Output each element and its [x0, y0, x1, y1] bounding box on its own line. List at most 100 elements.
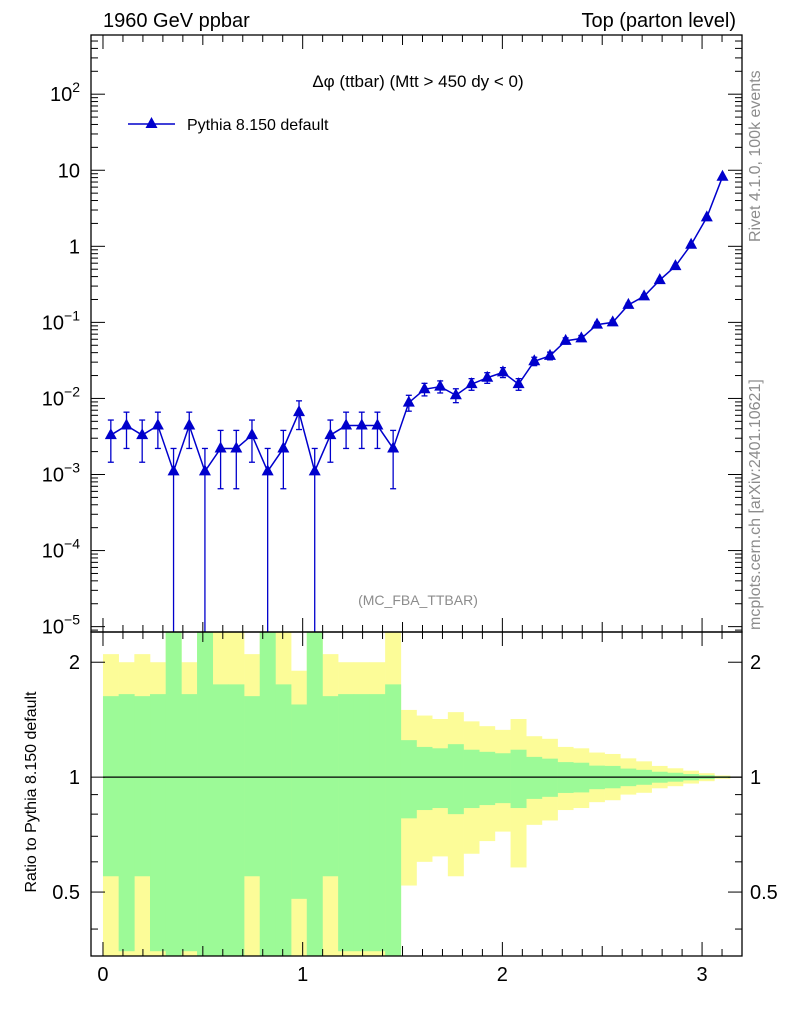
data-point: [120, 418, 133, 430]
ratio-panel: Ratio to Pythia 8.150 default: [23, 691, 40, 893]
data-point: [308, 464, 321, 476]
data-point: [559, 333, 572, 345]
data-point: [387, 441, 400, 453]
ratio-y-tick-label-right: 2: [750, 652, 761, 674]
legend-label: Pythia 8.150 default: [187, 117, 329, 134]
ratio-frame: [90, 631, 743, 957]
data-point: [136, 428, 149, 440]
data-point: [183, 418, 196, 430]
data-point: [591, 317, 604, 329]
legend: Pythia 8.150 default: [128, 117, 329, 134]
x-tick-label: 1: [297, 964, 308, 986]
green-band-bin: [165, 632, 182, 956]
data-point: [543, 348, 556, 360]
data-point: [151, 418, 164, 430]
data-point: [622, 297, 635, 309]
green-band-bin: [212, 684, 229, 956]
data-point: [340, 418, 353, 430]
data-point: [465, 377, 478, 389]
green-band-bin: [134, 696, 151, 877]
main-panel: Δφ (ttbar) (Mtt > 450 dy < 0) (MC_FBA_TT…: [128, 72, 524, 608]
green-band-bin: [102, 696, 119, 877]
green-band-bin: [494, 753, 511, 804]
y-tick-label: 10−3: [42, 460, 80, 487]
green-band-bin: [244, 696, 261, 877]
ratio-y-tick-label: 0.5: [52, 882, 80, 904]
data-point: [324, 428, 337, 440]
analysis-tag: (MC_FBA_TTBAR): [358, 592, 478, 608]
green-band-bin: [463, 749, 480, 809]
series-pythia: [104, 169, 729, 632]
data-point: [653, 273, 666, 285]
green-band-bin: [432, 748, 449, 809]
green-band-bin: [197, 632, 214, 956]
green-band-bin: [479, 751, 496, 806]
green-band-bin: [353, 694, 370, 952]
data-point: [496, 365, 509, 377]
data-point: [575, 331, 588, 343]
green-band-bin: [322, 696, 339, 877]
green-band-bin: [541, 758, 558, 797]
y-tick-label: 1: [69, 236, 80, 258]
legend-marker: [145, 117, 158, 128]
ratio-y-tick-label: 2: [69, 652, 80, 674]
data-point: [418, 382, 431, 394]
green-band-bin: [291, 704, 308, 899]
green-band-bin: [306, 632, 323, 956]
green-band-bin: [150, 694, 166, 952]
data-point: [402, 395, 415, 407]
data-point: [245, 428, 258, 440]
ratio-bands: [102, 632, 731, 956]
x-ticks: 0 1 2 3: [97, 35, 743, 986]
green-band-bin: [385, 684, 402, 956]
data-point: [104, 428, 117, 440]
green-band-bin: [416, 746, 433, 811]
mcplots-label: mcplots.cern.ch [arXiv:2401.10621]: [747, 379, 764, 630]
y-tick-label: 10−4: [42, 536, 80, 563]
data-point: [198, 464, 211, 476]
data-point: [277, 441, 290, 453]
x-tick-label: 0: [97, 964, 108, 986]
green-band-bin: [526, 756, 543, 799]
plot-title: Δφ (ttbar) (Mtt > 450 dy < 0): [312, 72, 523, 91]
green-band-bin: [510, 749, 527, 809]
rivet-label: Rivet 4.1.0, 100k events: [747, 70, 764, 242]
green-band-bin: [338, 694, 355, 952]
ratio-ylabel: Ratio to Pythia 8.150 default: [23, 691, 40, 893]
data-point: [606, 315, 619, 327]
green-band-bin: [400, 740, 417, 819]
y-tick-label: 10−1: [42, 307, 80, 334]
main-y-ticks: 102 10 1 10−1 10−2 10−3 10−4 10−5: [42, 34, 742, 639]
green-band-bin: [181, 694, 198, 952]
data-point: [528, 354, 541, 366]
y-tick-label: 10: [58, 160, 80, 182]
green-band-bin: [447, 744, 464, 815]
green-band-bin: [369, 694, 386, 952]
data-point: [669, 259, 682, 271]
data-point: [293, 405, 306, 417]
y-tick-label: 10−2: [42, 383, 80, 410]
data-point: [230, 441, 243, 453]
header-energy: 1960 GeV ppbar: [103, 10, 250, 32]
y-tick-label: 10−5: [42, 612, 80, 639]
data-point: [512, 377, 525, 389]
y-tick-label: 102: [50, 79, 80, 106]
green-band-bin: [118, 694, 135, 952]
green-band-bin: [228, 684, 245, 956]
data-point: [449, 388, 462, 400]
data-point: [261, 464, 274, 476]
series-line: [110, 176, 724, 474]
data-point: [700, 210, 713, 222]
green-band-bin: [259, 632, 276, 956]
ratio-y-ticks: 2 2 1 1 0.5 0.5: [52, 652, 778, 930]
ratio-y-tick-label-right: 1: [750, 767, 761, 789]
data-point: [481, 370, 494, 382]
header-process: Top (parton level): [581, 10, 736, 32]
data-point: [214, 441, 227, 453]
data-point: [685, 237, 698, 249]
x-tick-label: 3: [696, 964, 707, 986]
data-point: [355, 418, 368, 430]
ratio-y-tick-label: 1: [69, 767, 80, 789]
green-band-bin: [275, 684, 292, 956]
